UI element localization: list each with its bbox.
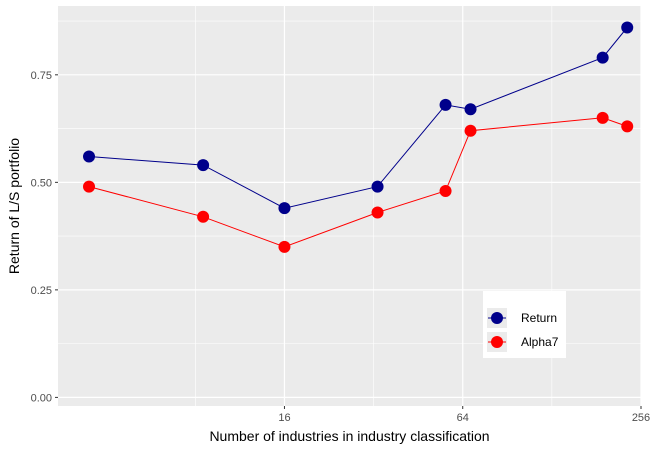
y-tick-label: 0.75 xyxy=(31,70,52,82)
y-tick-label: 0.00 xyxy=(31,392,52,404)
legend-label-alpha7: Alpha7 xyxy=(521,335,559,349)
y-tick-label: 0.50 xyxy=(31,177,52,189)
series-layer xyxy=(83,21,634,253)
data-point-return xyxy=(278,202,291,215)
legend-label-return: Return xyxy=(521,311,557,325)
data-point-alpha7 xyxy=(278,240,291,253)
axis-ticks xyxy=(55,74,642,409)
data-point-return xyxy=(197,159,210,172)
data-point-return xyxy=(371,180,384,193)
x-tick-label: 256 xyxy=(632,412,650,424)
x-tick-label: 64 xyxy=(457,412,469,424)
data-point-return xyxy=(83,150,96,163)
data-point-alpha7 xyxy=(596,111,609,124)
x-axis-title: Number of industries in industry classif… xyxy=(209,428,489,444)
data-point-alpha7 xyxy=(439,184,452,197)
data-point-return xyxy=(464,103,477,116)
series-line-alpha7 xyxy=(88,117,628,248)
legend-key-marker-return xyxy=(491,312,503,324)
data-point-alpha7 xyxy=(371,206,384,219)
y-axis-title: Return of L/S portfolio xyxy=(6,138,22,274)
legend: Return Alpha7 xyxy=(483,291,566,358)
grid-lines xyxy=(58,6,642,406)
data-point-alpha7 xyxy=(464,124,477,137)
data-point-return xyxy=(439,98,452,111)
y-tick-label: 0.25 xyxy=(31,285,52,297)
x-tick-label: 16 xyxy=(278,412,290,424)
data-point-return xyxy=(621,21,634,34)
data-point-alpha7 xyxy=(621,120,634,133)
series-line-return xyxy=(88,27,628,209)
legend-key-marker-alpha7 xyxy=(491,336,503,348)
data-point-return xyxy=(596,51,609,64)
tick-labels: 0.00 0.25 0.50 0.75 16 64 256 xyxy=(31,70,650,424)
data-point-alpha7 xyxy=(83,180,96,193)
data-point-alpha7 xyxy=(197,210,210,223)
